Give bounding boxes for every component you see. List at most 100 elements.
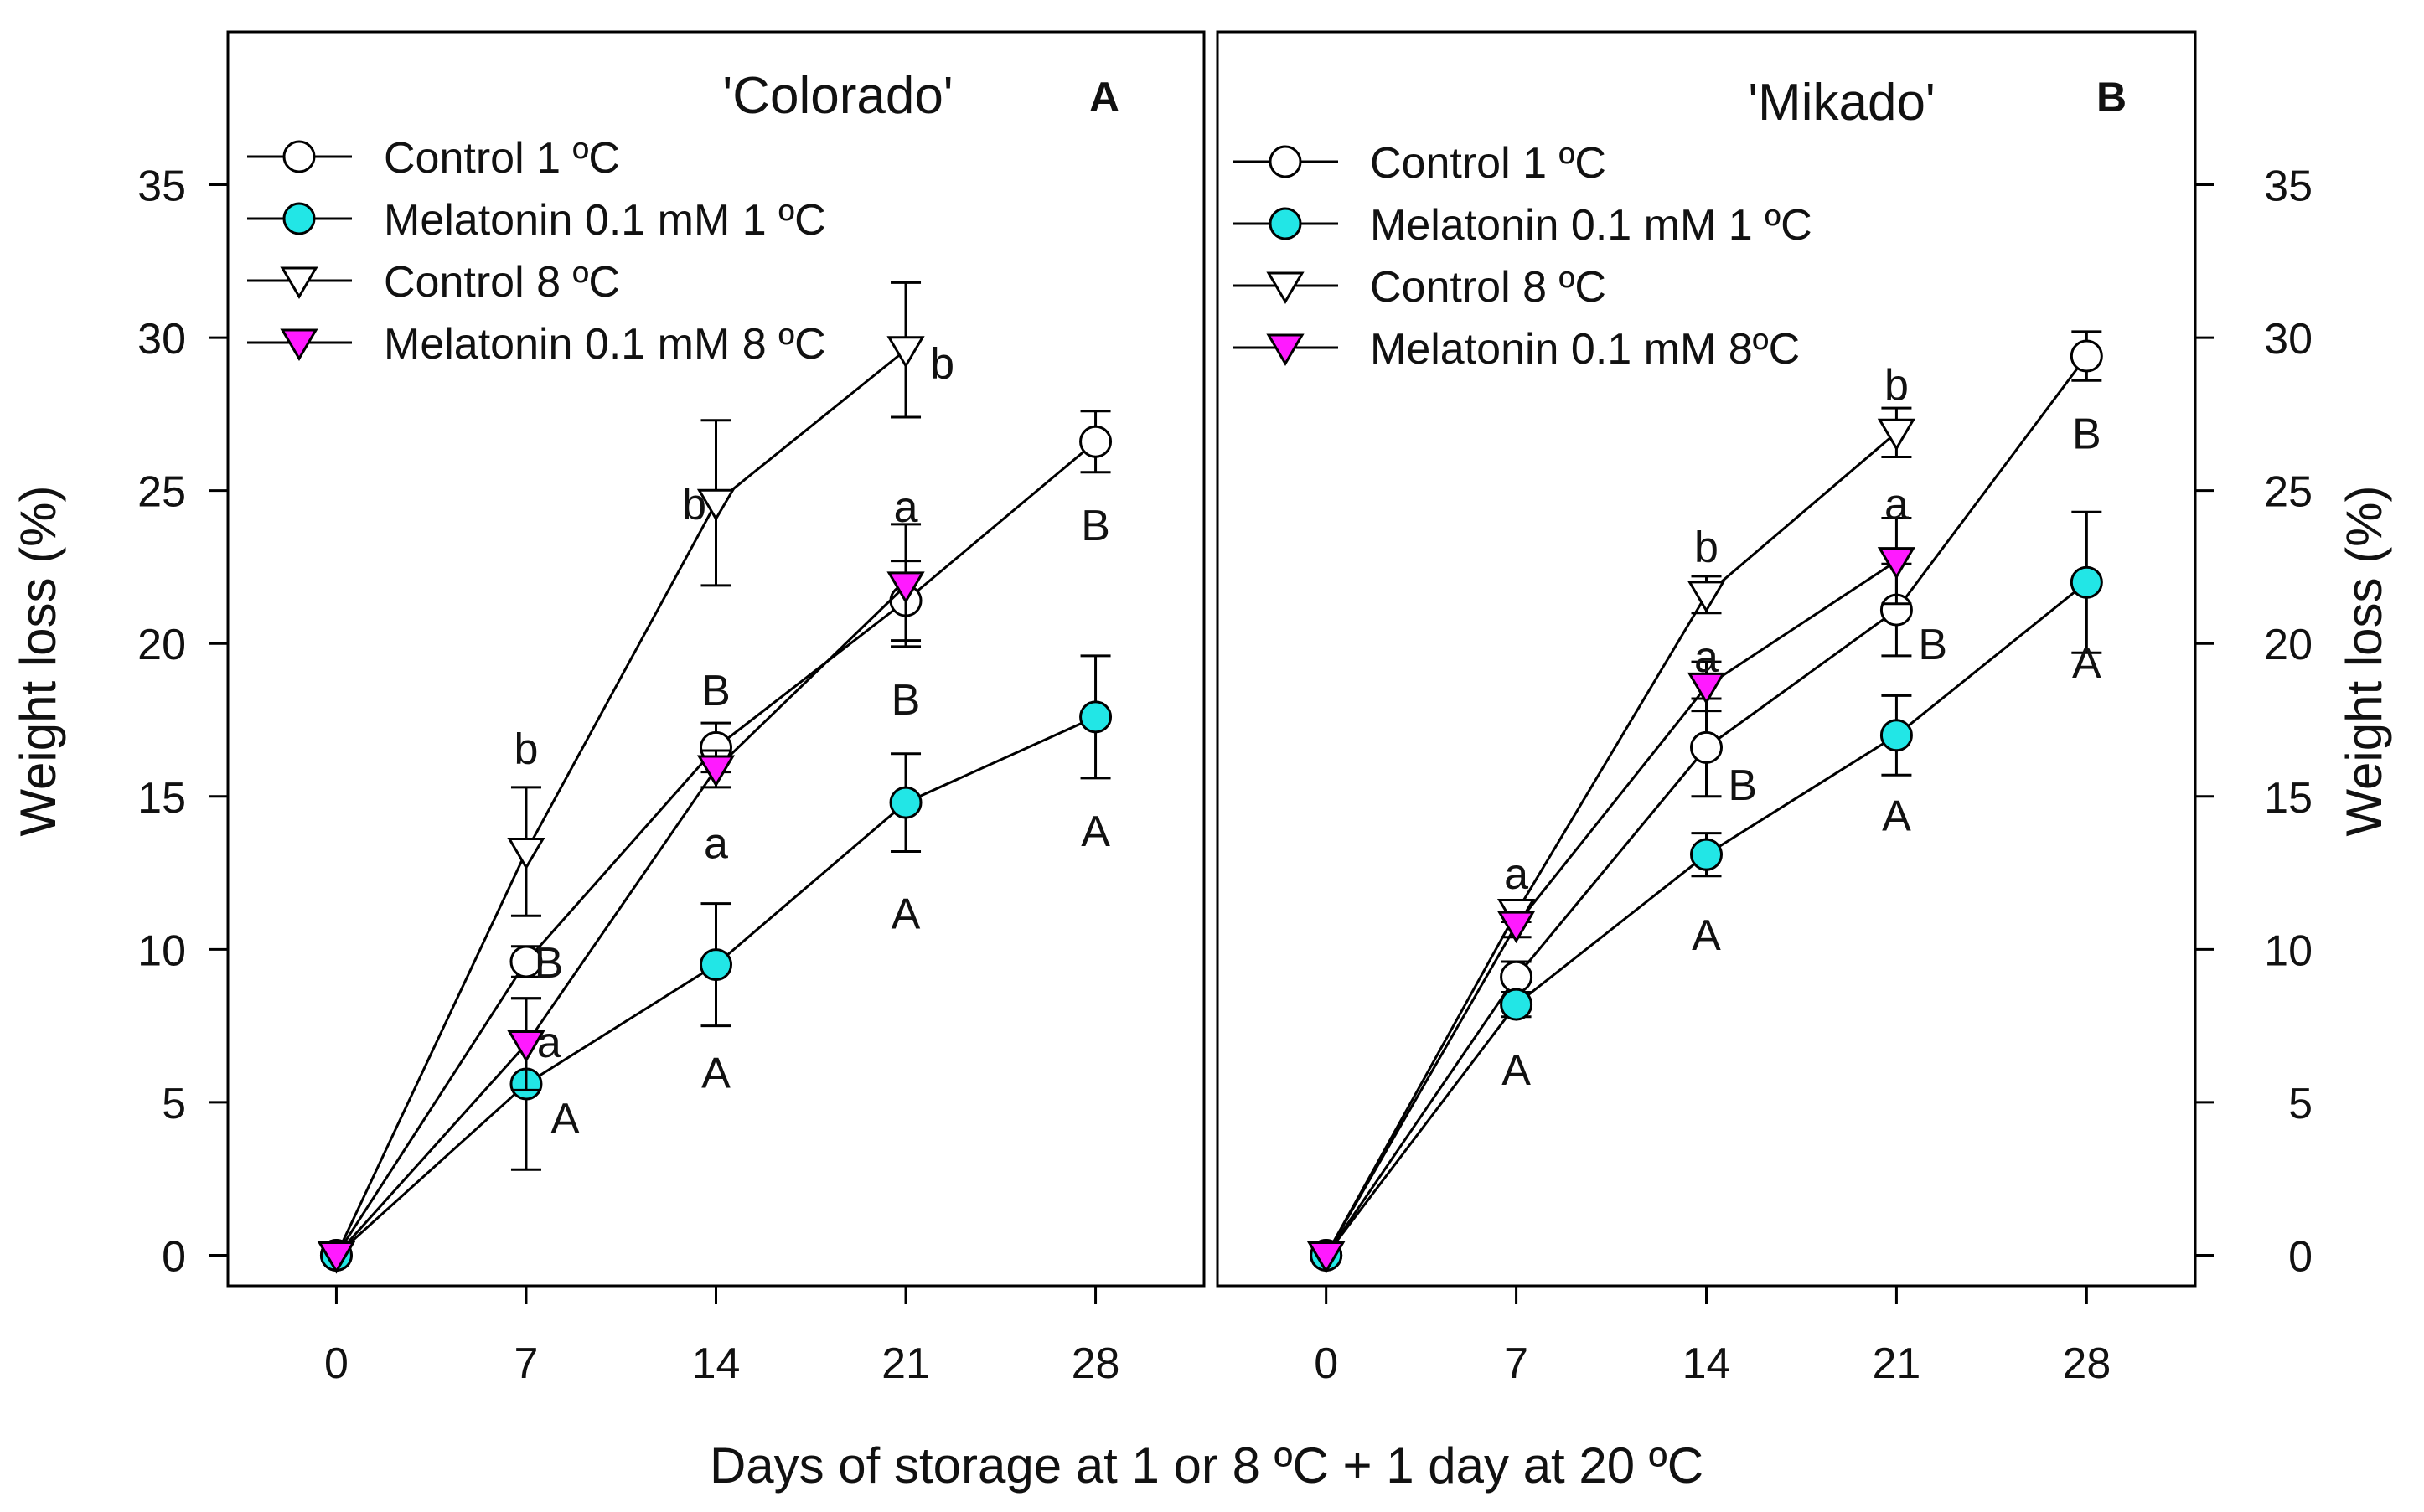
y-tick-label: 25 [2264,468,2313,517]
significance-letter: a [704,820,728,869]
data-point [509,945,543,978]
significance-letter: B [1081,502,1110,550]
legend: Control 1 ºC Melatonin 0.1 mM 1 ºC Control… [247,134,826,369]
data-point [507,838,545,870]
y-tick-label: 35 [2264,163,2313,211]
legend-label: Melatonin 0.1 mM 8ºC [1370,325,1800,374]
legend-marker [282,202,316,235]
series-line [1325,431,1898,1257]
x-tick-label: 7 [1504,1339,1528,1388]
y-tick-label: 15 [2264,774,2313,823]
significance-letter: B [701,667,731,715]
x-tick-label: 21 [881,1339,930,1388]
panel-title: 'Mikado' [1748,74,1936,132]
data-point [1877,418,1916,452]
series-control-1-c [1310,330,2103,1272]
panel-mikado: 0 5 10 15 20 25 30 35 0 7 14 21 28 'Mikado' Ba Ab a B Ab a B… [1216,30,2313,1388]
x-tick-label: 7 [514,1339,539,1388]
series-control-8-c [317,281,925,1274]
y-axis-label-left: Weight loss (%) [10,485,66,836]
data-point [1307,1241,1346,1274]
x-axis-label: Days of storage at 1 or 8 ºC + 1 day at … [710,1437,1703,1494]
legend-label: Melatonin 0.1 mM 8 ºC [384,320,826,369]
significance-letter: b [930,339,954,388]
data-point [1500,960,1533,993]
significance-letter: B [2072,410,2101,458]
significance-letter: A [892,890,921,939]
data-point [1687,672,1726,705]
x-tick-label: 0 [324,1339,349,1388]
x-tick-label: 21 [1872,1339,1920,1388]
data-point [1079,700,1113,734]
significance-letter: a [1504,850,1528,899]
data-point [1687,581,1726,613]
series-line [335,348,907,1257]
data-point [696,488,736,522]
significance-letter: b [682,480,706,529]
significance-letter: B [1918,621,1947,669]
significance-letter: A [550,1095,580,1143]
data-point [2070,565,2103,599]
significance-letter: A [2072,639,2101,688]
panel-title: 'Colorado' [722,67,953,125]
data-point [1879,719,1913,752]
legend: Control 1 ºC Melatonin 0.1 mM 1 ºC Control… [1233,139,1812,374]
x-tick-label: 28 [2062,1339,2111,1388]
x-tick-label: 28 [1072,1339,1120,1388]
data-point [886,571,925,604]
data-point [2070,339,2103,373]
significance-letter: A [1081,808,1110,856]
series-melatonin-0-1-mm-8-c [1307,517,1916,1274]
y-tick-label: 35 [137,163,186,211]
legend-marker [1269,207,1302,240]
significance-letter: b [1884,361,1909,410]
significance-letter: a [894,483,918,532]
y-tick-label: 25 [137,468,186,517]
data-point [1500,988,1533,1021]
x-tick-label: 0 [1314,1339,1338,1388]
y-tick-label: 5 [162,1080,186,1128]
y-tick-label: 20 [2264,621,2313,669]
significance-letter: A [1501,1046,1531,1095]
series-control-8-c [1307,406,1916,1274]
legend-label: Melatonin 0.1 mM 1 ºC [1370,201,1812,250]
data-point [1690,838,1723,871]
significance-letter: A [701,1049,731,1097]
panel-letter: A [1089,74,1119,121]
significance-letter: B [1728,761,1757,810]
data-point [317,1241,356,1274]
y-tick-label: 5 [2288,1080,2313,1128]
data-point [1079,425,1113,458]
data-point [1877,547,1916,580]
significance-letter: a [1694,633,1719,682]
x-tick-label: 14 [692,1339,741,1388]
x-tick-label: 14 [1682,1339,1731,1388]
series-line [1325,560,1898,1257]
significance-letter: B [892,676,921,725]
legend-marker [1269,145,1302,178]
legend-marker [280,266,318,299]
series-line [335,584,907,1257]
y-tick-label: 10 [2264,926,2313,975]
y-tick-label: 15 [137,774,186,823]
legend-label: Control 1 ºC [1370,139,1606,188]
series-melatonin-0-1-mm-8-c [317,523,925,1274]
y-tick-label: 0 [2288,1232,2313,1281]
y-tick-label: 10 [137,926,186,975]
legend-marker [1266,271,1305,304]
y-axis-label-right: Weight loss (%) [2336,485,2392,836]
significance-letter: b [1694,523,1719,571]
data-point [700,948,732,982]
y-tick-label: 20 [137,621,186,669]
significance-letter: a [537,1019,561,1067]
legend-marker [1266,333,1305,366]
y-tick-label: 0 [162,1232,186,1281]
data-point [889,786,923,819]
data-point [1690,730,1723,764]
legend-marker [280,328,318,361]
significance-letter: B [535,939,564,988]
data-point [1496,911,1536,944]
y-tick-label: 30 [2264,315,2313,364]
data-point [507,1030,545,1063]
